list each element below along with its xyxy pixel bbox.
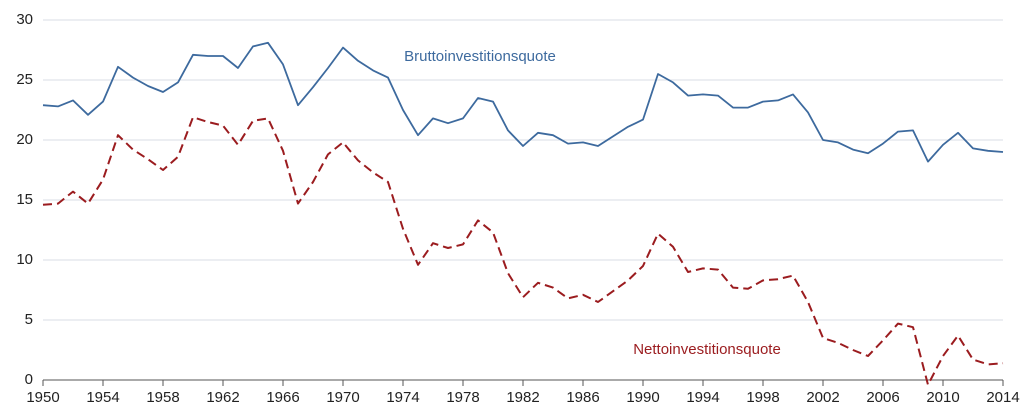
x-tick-label: 1950 (26, 389, 59, 406)
x-tick-label: 1966 (266, 389, 299, 406)
y-tick-label: 0 (25, 371, 33, 388)
x-tick-label: 1970 (326, 389, 359, 406)
x-tick-label: 1958 (146, 389, 179, 406)
x-tick-label: 1998 (746, 389, 779, 406)
x-tick-label: 1974 (386, 389, 419, 406)
x-tick-label: 1986 (566, 389, 599, 406)
y-tick-label: 5 (25, 311, 33, 328)
x-tick-label: 1982 (506, 389, 539, 406)
x-tick-label: 1990 (626, 389, 659, 406)
x-tick-label: 2002 (806, 389, 839, 406)
y-tick-label: 30 (16, 11, 33, 28)
x-tick-label: 1954 (86, 389, 119, 406)
series-line (42, 41, 1004, 163)
y-tick-label: 10 (16, 251, 33, 268)
y-tick-label: 25 (16, 71, 33, 88)
series-label: Nettoinvestitionsquote (633, 341, 781, 358)
series-line (42, 116, 1004, 386)
x-tick-label: 1994 (686, 389, 719, 406)
x-tick-label: 1962 (206, 389, 239, 406)
x-tick-label: 2014 (986, 389, 1019, 406)
series-label: Bruttoinvestitionsquote (404, 48, 556, 65)
x-tick-label: 2006 (866, 389, 899, 406)
x-tick-label: 2010 (926, 389, 959, 406)
x-tick-label: 1978 (446, 389, 479, 406)
y-tick-label: 15 (16, 191, 33, 208)
y-tick-label: 20 (16, 131, 33, 148)
